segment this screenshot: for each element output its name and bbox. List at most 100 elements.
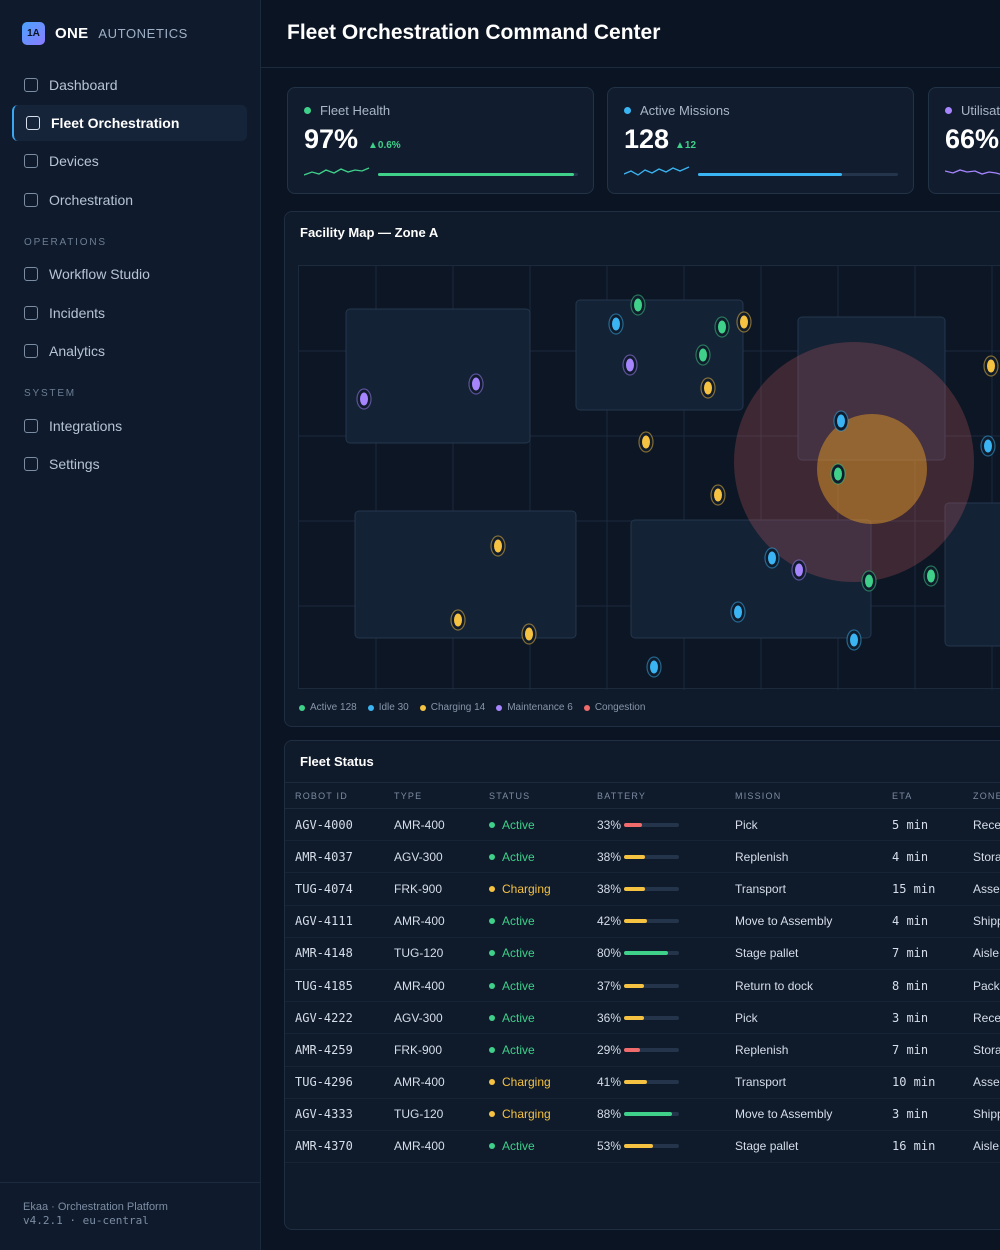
battery-bar xyxy=(624,1080,680,1085)
version-label: v4.2.1 · eu-central xyxy=(23,1214,149,1227)
cell-battery: 88% xyxy=(587,1098,725,1131)
robot-marker[interactable] xyxy=(768,551,776,565)
robot-marker[interactable] xyxy=(714,488,722,502)
robot-marker[interactable] xyxy=(525,627,533,641)
cell-mission: Transport xyxy=(725,872,882,906)
kpi-card-active-missions[interactable]: Active Missions 128 ▲12 xyxy=(607,87,914,194)
cell-eta: 15 min xyxy=(882,872,963,906)
legend-item-charging[interactable]: Charging 14 xyxy=(419,702,485,713)
sidebar-item-orchestration[interactable]: Orchestration xyxy=(12,182,247,218)
table-row[interactable]: AGV-4111 AMR-400 Active 42% Move to Assembly… xyxy=(285,905,1000,938)
cell-id: AMR-4259 xyxy=(285,1033,384,1067)
kpi-card-utilisation[interactable]: Utilisation 66% xyxy=(928,87,1000,194)
cell-type: AMR-400 xyxy=(384,905,479,938)
table-row[interactable]: TUG-4074 FRK-900 Charging 38% Transport 15 mi… xyxy=(285,872,1000,906)
robot-marker[interactable] xyxy=(454,613,462,627)
sidebar-item-analytics[interactable]: Analytics xyxy=(12,333,247,369)
status-label: Active xyxy=(502,817,535,832)
column-header[interactable]: ZONE xyxy=(963,782,1000,809)
table-row[interactable]: AGV-4000 AMR-400 Active 33% Pick 5 min Rece xyxy=(285,808,1000,842)
cell-mission: Move to Assembly xyxy=(725,1098,882,1131)
kpi-card-fleet-health[interactable]: Fleet Health 97% ▲0.6% xyxy=(287,87,594,194)
robot-marker[interactable] xyxy=(984,439,992,453)
status-dot-icon xyxy=(489,821,495,828)
table-row[interactable]: AMR-4259 FRK-900 Active 29% Replenish 7 min St… xyxy=(285,1033,1000,1067)
robot-marker[interactable] xyxy=(704,381,712,395)
zone-block[interactable] xyxy=(575,299,744,411)
robot-marker[interactable] xyxy=(740,315,748,329)
sidebar-item-fleet-orchestration[interactable]: Fleet Orchestration xyxy=(12,105,247,141)
status-dot-icon xyxy=(624,107,631,114)
sidebar-item-dashboard[interactable]: Dashboard xyxy=(12,67,247,103)
status-label: Active xyxy=(502,1010,535,1025)
column-header[interactable]: BATTERY xyxy=(587,782,725,809)
sidebar-item-devices[interactable]: Devices xyxy=(12,143,247,179)
zone-block[interactable] xyxy=(354,510,577,639)
battery-fill xyxy=(624,822,643,827)
sidebar-item-incidents[interactable]: Incidents xyxy=(12,295,247,331)
column-header[interactable]: ROBOT ID xyxy=(285,782,384,809)
table-row[interactable]: TUG-4296 AMR-400 Charging 41% Transport 10 mi… xyxy=(285,1066,1000,1099)
cell-type: AGV-300 xyxy=(384,1001,479,1035)
robot-marker[interactable] xyxy=(642,435,650,449)
zone-block[interactable] xyxy=(944,502,1000,647)
robot-marker[interactable] xyxy=(795,563,803,577)
brand[interactable]: 1A ONE AUTONETICS xyxy=(22,22,188,45)
table-row[interactable]: AMR-4037 AGV-300 Active 38% Replenish 4 min St… xyxy=(285,840,1000,874)
zone-block[interactable] xyxy=(345,308,531,444)
column-header[interactable]: MISSION xyxy=(725,782,882,809)
robot-marker[interactable] xyxy=(472,377,480,391)
legend-dot-icon xyxy=(583,704,590,711)
cell-battery: 29% xyxy=(587,1033,725,1067)
status-dot-icon xyxy=(489,918,495,925)
robot-marker[interactable] xyxy=(494,539,502,553)
robot-marker[interactable] xyxy=(850,633,858,647)
status-badge: Active xyxy=(489,1011,587,1025)
cell-id: AGV-4111 xyxy=(285,905,384,938)
robot-marker[interactable] xyxy=(865,574,873,588)
sidebar-item-label: Fleet Orchestration xyxy=(51,115,180,131)
status-label: Active xyxy=(502,1139,535,1154)
legend-label: Active 128 xyxy=(310,702,357,713)
column-header[interactable]: STATUS xyxy=(479,782,587,809)
robot-marker[interactable] xyxy=(634,298,642,312)
robot-marker[interactable] xyxy=(834,467,842,481)
status-badge: Active xyxy=(489,1139,587,1153)
robot-marker[interactable] xyxy=(987,359,995,373)
robot-marker[interactable] xyxy=(612,317,620,331)
cell-type: FRK-900 xyxy=(384,872,479,906)
table-row[interactable]: AGV-4333 TUG-120 Charging 88% Move to Assemb… xyxy=(285,1098,1000,1131)
cell-mission: Pick xyxy=(725,1001,882,1035)
brand-subtitle: AUTONETICS xyxy=(98,26,188,41)
robot-marker[interactable] xyxy=(650,660,658,674)
facility-map[interactable] xyxy=(298,265,1000,690)
column-header[interactable]: TYPE xyxy=(384,782,479,809)
robot-marker[interactable] xyxy=(360,392,368,406)
legend-item-active[interactable]: Active 128 xyxy=(299,702,357,713)
battery-percent: 42% xyxy=(597,914,622,929)
table-row[interactable]: AMR-4148 TUG-120 Active 80% Stage pallet 7 mi… xyxy=(285,937,1000,970)
legend-item-congestion[interactable]: Congestion xyxy=(583,702,645,713)
table-row[interactable]: AGV-4222 AGV-300 Active 36% Pick 3 min Rece xyxy=(285,1001,1000,1035)
robot-marker[interactable] xyxy=(837,414,845,428)
table-row[interactable]: AMR-4370 AMR-400 Active 53% Stage pallet 16 m… xyxy=(285,1130,1000,1164)
table-row[interactable]: TUG-4185 AMR-400 Active 37% Return to dock 8 … xyxy=(285,969,1000,1003)
robot-marker[interactable] xyxy=(718,320,726,334)
kpi-value: 128 xyxy=(624,124,670,154)
legend-item-maintenance[interactable]: Maintenance 6 xyxy=(496,702,573,713)
legend-item-idle[interactable]: Idle 30 xyxy=(367,702,409,713)
sidebar-item-integrations[interactable]: Integrations xyxy=(12,408,247,444)
cell-status: Charging xyxy=(479,872,587,906)
robot-marker[interactable] xyxy=(927,569,935,583)
cell-battery: 42% xyxy=(587,905,725,938)
cell-type: AMR-400 xyxy=(384,808,479,842)
status-dot-icon xyxy=(489,853,495,860)
status-badge: Active xyxy=(489,818,587,832)
column-header[interactable]: ETA xyxy=(882,782,963,809)
robot-marker[interactable] xyxy=(626,358,634,372)
sidebar-section-title: OPERATIONS xyxy=(24,237,107,248)
robot-marker[interactable] xyxy=(699,348,707,362)
robot-marker[interactable] xyxy=(734,605,742,619)
sidebar-item-workflow-studio[interactable]: Workflow Studio xyxy=(12,256,247,292)
sidebar-item-settings[interactable]: Settings xyxy=(12,446,247,482)
